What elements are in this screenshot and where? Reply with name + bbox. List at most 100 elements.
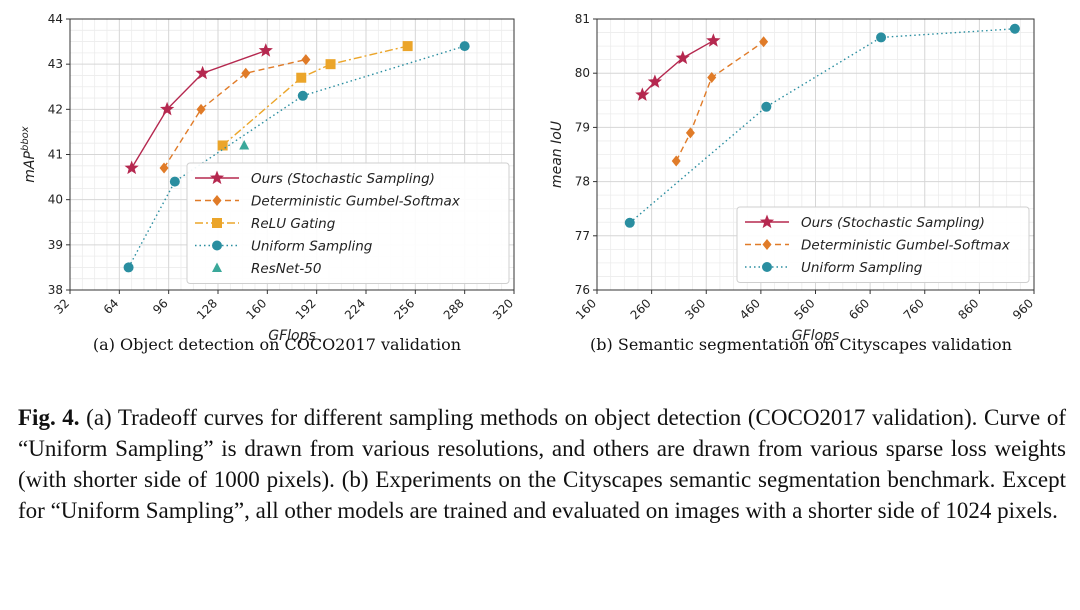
y-tick-label: 76	[575, 283, 590, 297]
x-tick-label: 160	[243, 296, 269, 322]
y-tick-label: 38	[48, 283, 63, 297]
x-tick-label: 256	[391, 296, 417, 322]
y-axis-label-superscript: bbox	[20, 126, 31, 151]
data-point	[685, 127, 695, 139]
y-tick-label: 78	[575, 175, 590, 189]
data-point	[761, 101, 772, 112]
chart-b: 160 260 360 460 560 660 760 860 960 76 77 78 79 80 81 G…	[549, 12, 1036, 344]
data-point	[1009, 23, 1020, 34]
legend-marker	[212, 195, 222, 206]
y-tick-label: 41	[48, 148, 63, 162]
x-tick-label: 860	[955, 296, 981, 322]
data-point	[241, 67, 251, 79]
y-tick-label: 80	[575, 66, 590, 80]
x-tick-label: 192	[293, 296, 319, 322]
chart-a: 32 64 96 128 160 192 224 256 288 320 38 39 40 41 42 43 4…	[20, 12, 516, 344]
x-axis-label: GFlops	[268, 328, 316, 344]
data-point	[159, 162, 169, 174]
legend-label: Deterministic Gumbel-Softmax	[801, 238, 1011, 254]
data-point	[325, 59, 336, 70]
subcaption-b: (b) Semantic segmentation on Cityscapes …	[590, 335, 1012, 354]
figure-label: Fig. 4.	[18, 405, 80, 430]
x-tick-label: 288	[441, 296, 467, 322]
legend-label: Ours (Stochastic Sampling)	[801, 215, 985, 231]
data-point	[759, 36, 769, 48]
data-point	[297, 90, 308, 101]
x-tick-label: 96	[150, 296, 171, 317]
x-tick-label: 660	[846, 296, 872, 322]
legend-label: Ours (Stochastic Sampling)	[251, 171, 435, 187]
y-tick-label: 42	[48, 102, 63, 116]
series-line	[131, 49, 267, 169]
y-tick-label: 40	[48, 193, 63, 207]
x-tick-label: 64	[101, 296, 122, 317]
y-tick-label: 79	[575, 120, 590, 134]
data-point	[647, 74, 662, 88]
data-point	[196, 103, 206, 115]
legend-box	[186, 162, 510, 284]
data-point	[635, 87, 650, 101]
x-tick-label: 224	[342, 296, 368, 322]
data-point	[124, 160, 139, 175]
plot-frame	[69, 18, 515, 291]
data-point	[675, 50, 690, 65]
series-line	[675, 41, 764, 162]
x-tick-label: 320	[490, 296, 516, 322]
legend-marker	[212, 218, 222, 228]
y-tick-label: 44	[48, 12, 63, 26]
legend-marker	[209, 170, 225, 185]
plot-frame	[596, 18, 1035, 291]
x-axis-label: GFlops	[792, 328, 840, 344]
y-tick-label: 39	[48, 238, 63, 252]
data-point	[169, 176, 180, 187]
figure-caption: Fig. 4. (a) Tradeoff curves for differen…	[18, 402, 1066, 526]
legend-label: Uniform Sampling	[251, 239, 373, 255]
data-point	[876, 32, 887, 43]
x-tick-label: 32	[51, 296, 72, 317]
series-line	[163, 58, 307, 169]
subcaption-a: (a) Object detection on COCO2017 validat…	[93, 335, 461, 354]
data-point	[239, 139, 250, 150]
x-tick-label: 760	[901, 296, 927, 322]
data-point	[296, 72, 307, 83]
y-axis-label: mean IoU	[549, 121, 565, 188]
legend-marker	[762, 262, 772, 272]
data-point	[301, 54, 311, 66]
data-point	[459, 41, 470, 52]
data-point	[624, 217, 635, 228]
legend-marker	[762, 239, 772, 250]
y-axis-label: mAPbbox	[20, 126, 38, 182]
y-tick-label: 77	[575, 229, 590, 243]
data-point	[160, 101, 175, 116]
data-point	[671, 155, 681, 167]
x-tick-label: 360	[682, 296, 708, 322]
legend-marker	[212, 262, 222, 272]
data-point	[707, 72, 717, 84]
legend-label: ReLU Gating	[251, 216, 336, 232]
figure: 32 64 96 128 160 192 224 256 288 320 38 39 40 41 42 43 4…	[20, 12, 1036, 354]
series-line	[222, 45, 408, 147]
legend-marker	[759, 214, 775, 229]
legend-label: ResNet-50	[251, 261, 321, 277]
x-tick-label: 128	[194, 296, 220, 322]
x-tick-label: 560	[792, 296, 818, 322]
y-tick-label: 43	[48, 57, 63, 71]
legend-marker	[212, 240, 222, 251]
series-line	[629, 28, 1015, 224]
data-point	[123, 262, 134, 273]
series-line	[641, 40, 714, 96]
legend-box	[736, 206, 1030, 283]
x-tick-label: 160	[573, 296, 599, 322]
legend-label: Uniform Sampling	[801, 260, 923, 276]
x-tick-label: 460	[737, 296, 763, 322]
data-point	[706, 33, 721, 47]
data-point	[217, 140, 228, 151]
data-point	[195, 65, 210, 80]
data-point	[258, 43, 273, 57]
x-tick-label: 960	[1010, 296, 1036, 322]
caption-text: (a) Tradeoff curves for different sampli…	[18, 405, 1066, 523]
x-tick-label: 260	[628, 296, 654, 322]
data-point	[402, 41, 413, 52]
legend-label: Deterministic Gumbel-Softmax	[251, 194, 461, 210]
y-tick-label: 81	[575, 12, 590, 26]
